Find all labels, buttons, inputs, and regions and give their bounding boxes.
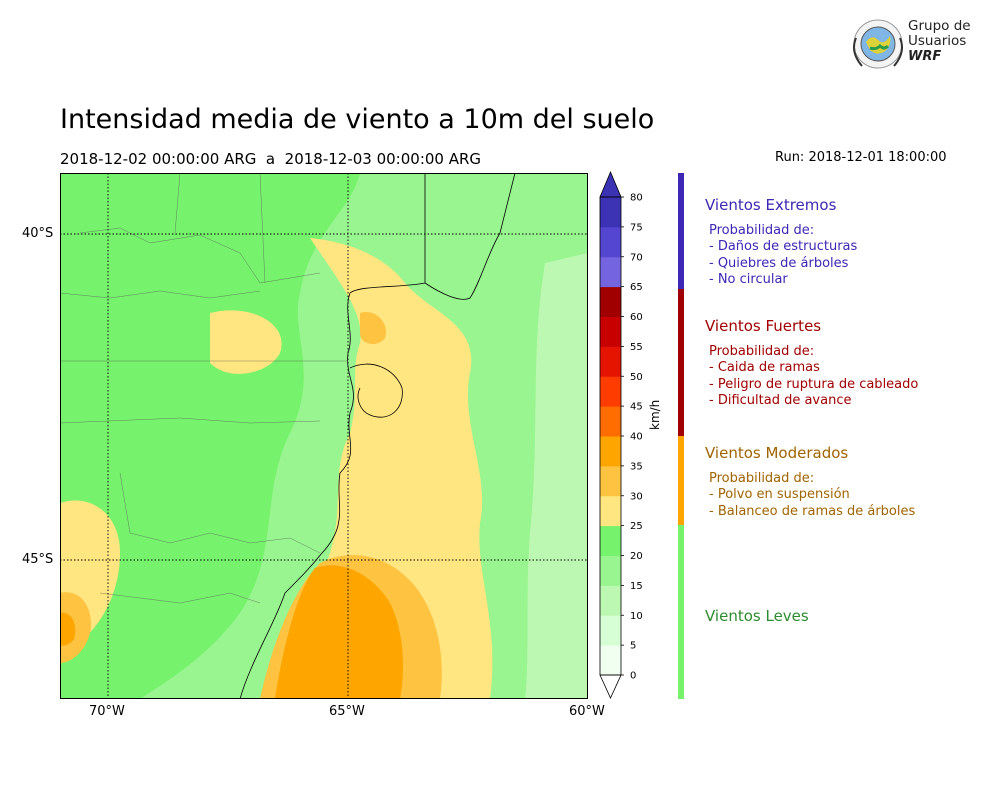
logo-line-1: Grupo de [908,18,971,34]
category-desc-line: - Daños de estructuras [709,239,858,255]
category-moderate: Vientos Moderados Probabilidad de: - Pol… [705,444,915,520]
colorbar-segment [600,346,621,377]
colorbar-segment [600,555,621,586]
colorbar-max-extension [599,170,622,198]
colorbar-tick-label: 0 [630,671,636,682]
colorbar-tick-label: 65 [630,282,643,293]
category-title: Vientos Moderados [705,444,849,462]
valdes-peninsula [349,363,403,418]
colorbar-unit-label: km/h [648,399,662,430]
colorbar-min-extension [599,674,622,699]
grupo-wrf-logo [853,19,903,69]
west-orange-patch [60,612,76,646]
west-orange-light-patch [60,592,91,663]
category-bar [678,173,684,699]
category-desc-line: - Quiebres de árboles [709,255,849,271]
northern-gulf-coast [424,173,516,300]
colorbar-segment [600,615,621,646]
colorbar-segment [600,645,621,676]
colorbar-tick-label: 50 [630,372,643,383]
colorbar-segment [600,286,621,317]
category-bar-light [678,525,684,699]
colorbar-segment [600,585,621,616]
north-orange-light-patch [360,312,386,345]
category-strong: Vientos Fuertes Probabilidad de: - Caida… [705,317,918,410]
category-desc-line: - Polvo en suspensión [709,487,850,503]
colorbar-tick-label: 70 [630,252,643,263]
colorbar-tick-label: 60 [630,312,643,323]
coastline [239,173,426,699]
category-desc-line: - Peligro de ruptura de cableado [709,376,919,392]
category-desc-line: - Dificultad de avance [709,393,852,409]
category-title: Vientos Extremos [705,196,837,214]
category-bar-extreme [678,173,684,289]
colorbar-tick-label: 15 [630,581,643,592]
colorbar-tick-label: 10 [630,611,643,622]
category-light: Vientos Leves [705,607,809,625]
category-desc-line: - Caida de ramas [709,360,820,376]
category-desc-line: Probabilidad de: [709,471,815,486]
colorbar-tick-label: 25 [630,521,643,532]
offshore-light-band [525,253,588,699]
gulf-orange-zone [275,565,403,699]
category-description: Probabilidad de: - Caida de ramas - Peli… [705,344,918,410]
colorbar-segment [600,256,621,288]
logo-text: Grupo de Usuarios WRF [908,18,971,65]
category-extreme: Vientos Extremos Probabilidad de: - Daño… [705,196,857,289]
colorbar-tick-label: 80 [630,193,643,204]
lat-label-40s: 40°S [22,226,54,241]
colorbar-tick-label: 30 [630,491,643,502]
colorbar-tick-label: 75 [630,222,643,233]
inland-green-zone [60,173,360,699]
category-desc-line: - Balanceo de ramas de árboles [709,503,916,519]
category-bar-moderate [678,436,684,525]
category-desc-line: - No circular [709,272,788,288]
colorbar-segment [600,436,621,467]
lon-label-70w: 70°W [89,704,125,719]
globe-emblem-icon [853,19,903,69]
forecast-period: 2018-12-02 00:00:00 ARG a 2018-12-03 00:… [60,150,482,168]
inland-yellow-patch [210,310,282,374]
page-title: Intensidad media de viento a 10m del sue… [60,104,655,135]
lon-label-65w: 65°W [329,704,365,719]
graticule [60,173,588,699]
colorbar-tick-label: 40 [630,432,643,443]
colorbar-segment [600,495,621,527]
lat-label-45s: 45°S [22,552,54,567]
category-desc-line: Probabilidad de: [709,223,815,238]
colorbar-tick-label: 35 [630,461,643,472]
colorbar-segment [600,226,621,258]
category-desc-line: Probabilidad de: [709,344,815,359]
colorbar-segment [600,316,621,347]
lon-label-60w: 60°W [569,704,605,719]
colorbar-segment [600,525,621,556]
run-timestamp: Run: 2018-12-01 18:00:00 [775,150,947,165]
colorbar-tick-label: 45 [630,402,643,413]
category-description: Probabilidad de: - Daños de estructuras … [705,223,857,289]
colorbar-tick-label: 55 [630,342,643,353]
wind-map [60,173,588,699]
colorbar-segment [600,197,621,228]
colorbar: 0 5 10 15 20 25 30 35 40 45 50 55 60 65 70 75 80 [599,170,643,699]
colorbar-segment [600,465,621,497]
colorbar-tick-label: 20 [630,551,643,562]
category-description: Probabilidad de: - Polvo en suspensión -… [705,471,915,520]
province-borders [60,173,348,604]
category-bar-strong [678,289,684,436]
colorbar-tick-label: 5 [630,641,636,652]
colorbar-segment [600,406,621,437]
logo-line-2: Usuarios [908,33,967,49]
colorbar-segment [600,376,621,407]
category-title: Vientos Fuertes [705,317,822,335]
category-title: Vientos Leves [705,607,809,625]
logo-line-3: WRF [908,49,942,64]
map-frame [60,173,588,699]
